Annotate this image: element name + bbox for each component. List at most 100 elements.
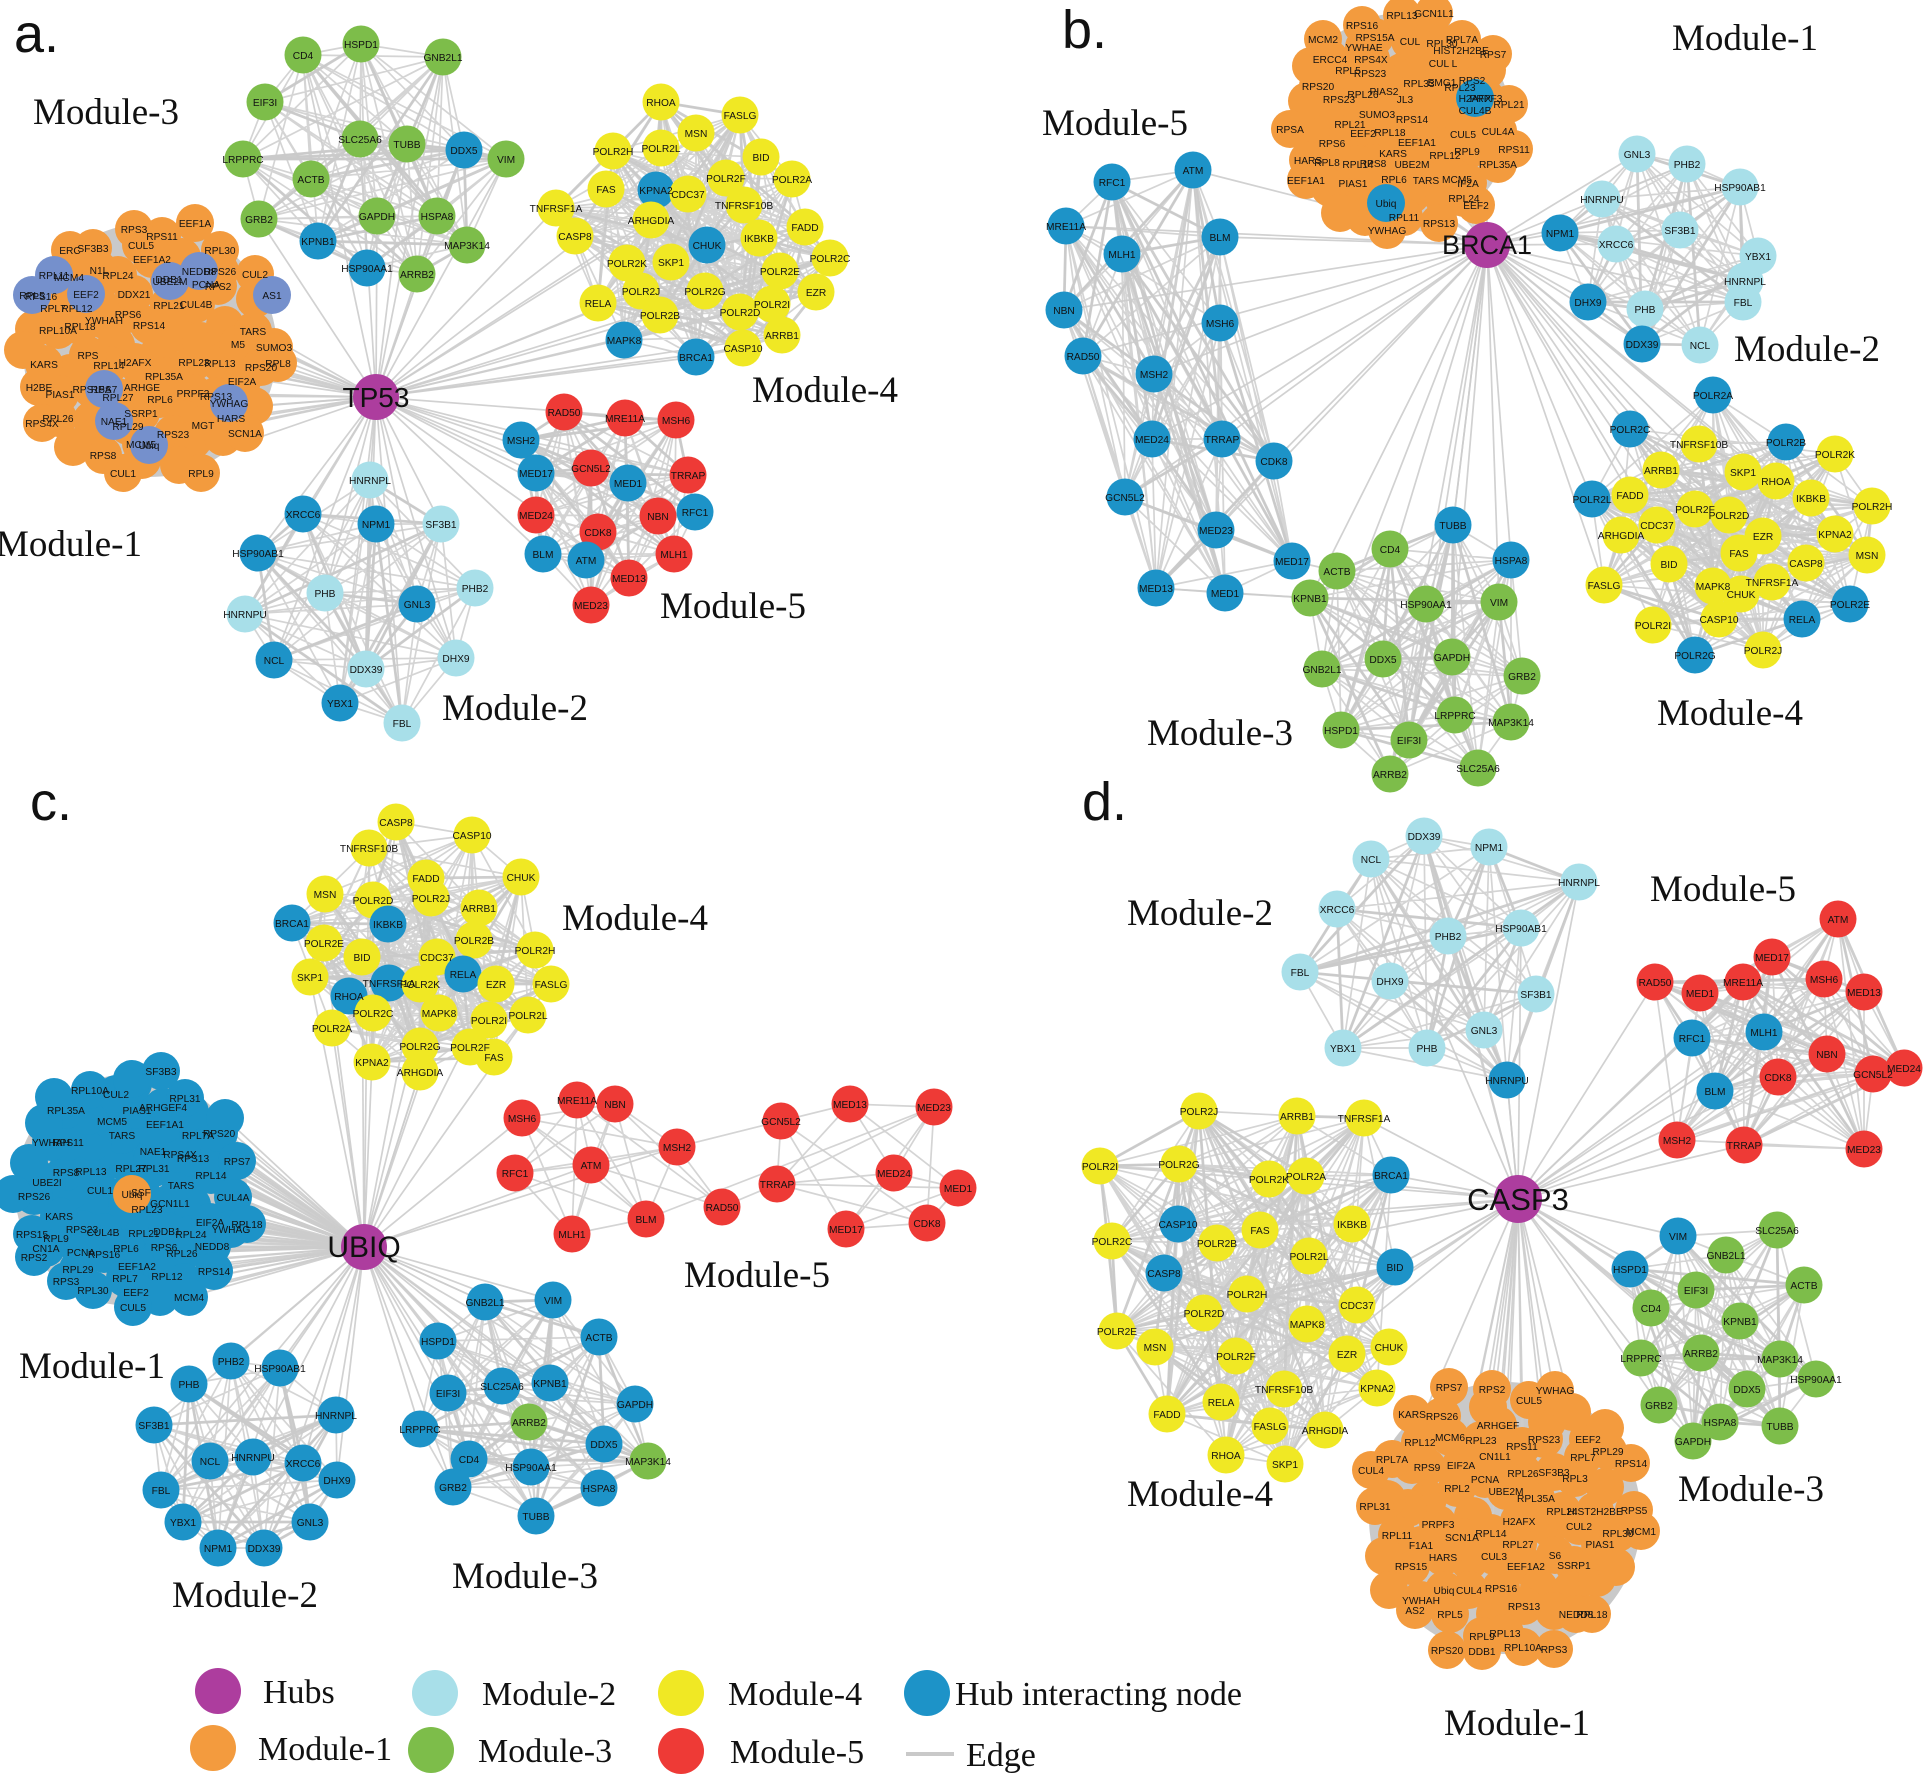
svg-text:POLR2I: POLR2I	[1635, 621, 1671, 632]
svg-text:RPL6: RPL6	[1381, 175, 1407, 186]
svg-text:SF3B1: SF3B1	[425, 520, 456, 531]
svg-text:RHOA: RHOA	[1761, 477, 1791, 488]
svg-text:POLR2L: POLR2L	[1289, 1252, 1328, 1263]
svg-text:BRCA1: BRCA1	[679, 353, 713, 364]
svg-text:ARHGDIA: ARHGDIA	[1302, 1426, 1349, 1437]
svg-text:CUL5: CUL5	[120, 1303, 146, 1314]
svg-text:RPL14: RPL14	[93, 361, 124, 372]
svg-text:NAE1: NAE1	[101, 417, 128, 428]
svg-text:POLR2F: POLR2F	[706, 174, 746, 185]
svg-text:POLR2K: POLR2K	[1249, 1175, 1289, 1186]
svg-text:RPS16: RPS16	[25, 292, 58, 303]
svg-text:RPS11: RPS11	[52, 1138, 84, 1149]
svg-text:Module-1: Module-1	[0, 524, 142, 565]
svg-text:RPS20: RPS20	[1431, 1646, 1464, 1657]
svg-text:ACTB: ACTB	[585, 1333, 612, 1344]
svg-text:PIAS1: PIAS1	[1339, 179, 1368, 190]
svg-text:RPS15: RPS15	[16, 1230, 49, 1241]
svg-text:SF3B3: SF3B3	[145, 1067, 176, 1078]
svg-text:MED24: MED24	[519, 511, 553, 522]
svg-text:TNFRSF10B: TNFRSF10B	[1670, 440, 1729, 451]
svg-text:Module-1: Module-1	[1444, 1703, 1590, 1744]
svg-text:MAP3K14: MAP3K14	[1488, 718, 1534, 729]
svg-text:RELA: RELA	[450, 970, 477, 981]
svg-text:SCN1A: SCN1A	[228, 429, 262, 440]
svg-text:MSN: MSN	[1856, 551, 1879, 562]
svg-text:RPL10A: RPL10A	[1504, 1643, 1542, 1654]
svg-text:ACTB: ACTB	[297, 175, 324, 186]
svg-text:RHOA: RHOA	[646, 98, 676, 109]
svg-text:POLR2F: POLR2F	[1675, 505, 1715, 516]
svg-text:FBL: FBL	[393, 719, 412, 730]
svg-text:RPL26: RPL26	[42, 414, 73, 425]
svg-text:H2AFX: H2AFX	[1503, 1517, 1536, 1528]
svg-text:TNFRSF1A: TNFRSF1A	[1338, 1114, 1391, 1125]
svg-text:NCL: NCL	[1690, 341, 1711, 352]
svg-text:SLC25A6: SLC25A6	[338, 135, 382, 146]
svg-text:PHB2: PHB2	[1435, 932, 1462, 943]
svg-text:HNRNPL: HNRNPL	[1558, 878, 1600, 889]
svg-text:MAPK8: MAPK8	[607, 336, 642, 347]
svg-text:CASP8: CASP8	[379, 818, 413, 829]
svg-text:CASP8: CASP8	[1147, 1269, 1181, 1280]
svg-text:RPS23: RPS23	[66, 1225, 99, 1236]
svg-text:RPL10A: RPL10A	[71, 1086, 109, 1097]
svg-text:BRCA1: BRCA1	[275, 919, 309, 930]
svg-text:KPNB1: KPNB1	[1293, 594, 1327, 605]
svg-text:GNB2L1: GNB2L1	[1706, 1251, 1745, 1262]
svg-text:RPS20: RPS20	[1302, 82, 1335, 93]
svg-text:POLR2L: POLR2L	[1572, 495, 1611, 506]
svg-text:GCN5L2: GCN5L2	[1105, 493, 1145, 504]
svg-text:ATM: ATM	[576, 556, 597, 567]
svg-text:RPL29: RPL29	[62, 1265, 93, 1276]
svg-text:ACTB: ACTB	[1323, 567, 1350, 578]
svg-text:RPL3: RPL3	[1562, 1474, 1588, 1485]
svg-text:HNRNPU: HNRNPU	[231, 1453, 275, 1464]
svg-text:RPL8: RPL8	[1314, 158, 1340, 169]
svg-text:MED13: MED13	[612, 574, 646, 585]
svg-text:POLR2G: POLR2G	[399, 1042, 440, 1053]
svg-text:Module-3: Module-3	[1678, 1469, 1824, 1510]
svg-text:MED1: MED1	[1686, 989, 1715, 1000]
svg-text:GNB2L1: GNB2L1	[1302, 665, 1341, 676]
svg-text:MRE11A: MRE11A	[1046, 222, 1086, 233]
svg-text:HSPA8: HSPA8	[1495, 556, 1528, 567]
svg-text:TNFRSF1A: TNFRSF1A	[1746, 578, 1799, 589]
svg-text:RPL9: RPL9	[188, 469, 214, 480]
svg-text:HSPD1: HSPD1	[1324, 726, 1358, 737]
svg-text:RPS13: RPS13	[1508, 1602, 1541, 1613]
svg-text:RPL24: RPL24	[1546, 1507, 1577, 1518]
svg-text:RPL30: RPL30	[1426, 39, 1457, 50]
svg-text:YBX1: YBX1	[1330, 1044, 1356, 1055]
svg-text:PCNA: PCNA	[67, 1248, 96, 1259]
svg-text:HSPA8: HSPA8	[583, 1484, 616, 1495]
svg-text:CD4: CD4	[1641, 1304, 1662, 1315]
svg-text:RPL18: RPL18	[64, 322, 95, 333]
svg-text:RAD50: RAD50	[706, 1203, 739, 1214]
svg-text:RPS15A: RPS15A	[1355, 33, 1394, 44]
svg-text:RPL10A: RPL10A	[39, 326, 77, 337]
svg-text:MCM4: MCM4	[54, 273, 84, 284]
svg-text:HNRNPL: HNRNPL	[1724, 277, 1766, 288]
svg-text:RPL6: RPL6	[113, 1244, 139, 1255]
svg-text:POLR2D: POLR2D	[1184, 1309, 1225, 1320]
svg-text:POLR2E: POLR2E	[1830, 600, 1870, 611]
svg-text:CASP3: CASP3	[1467, 1182, 1569, 1217]
svg-text:POLR2B: POLR2B	[640, 311, 680, 322]
svg-text:LRPPRC: LRPPRC	[399, 1425, 440, 1436]
svg-text:NCL: NCL	[1361, 855, 1382, 866]
svg-text:MCM4: MCM4	[174, 1293, 204, 1304]
svg-text:POLR2B: POLR2B	[454, 936, 494, 947]
svg-text:POLR2I: POLR2I	[1082, 1162, 1118, 1173]
svg-text:NBN: NBN	[604, 1100, 626, 1111]
svg-text:TP53: TP53	[343, 382, 410, 413]
svg-text:TRRAP: TRRAP	[671, 471, 706, 482]
svg-text:POLR2E: POLR2E	[304, 939, 344, 950]
svg-text:RPS26: RPS26	[1426, 1412, 1459, 1423]
svg-text:RPL35A: RPL35A	[145, 372, 183, 383]
svg-text:PHB2: PHB2	[218, 1357, 245, 1368]
svg-text:MCM5: MCM5	[1442, 175, 1472, 186]
svg-text:EMG1: EMG1	[1428, 78, 1457, 89]
svg-text:RPL26: RPL26	[166, 1249, 197, 1260]
svg-text:RPL14: RPL14	[1342, 160, 1373, 171]
